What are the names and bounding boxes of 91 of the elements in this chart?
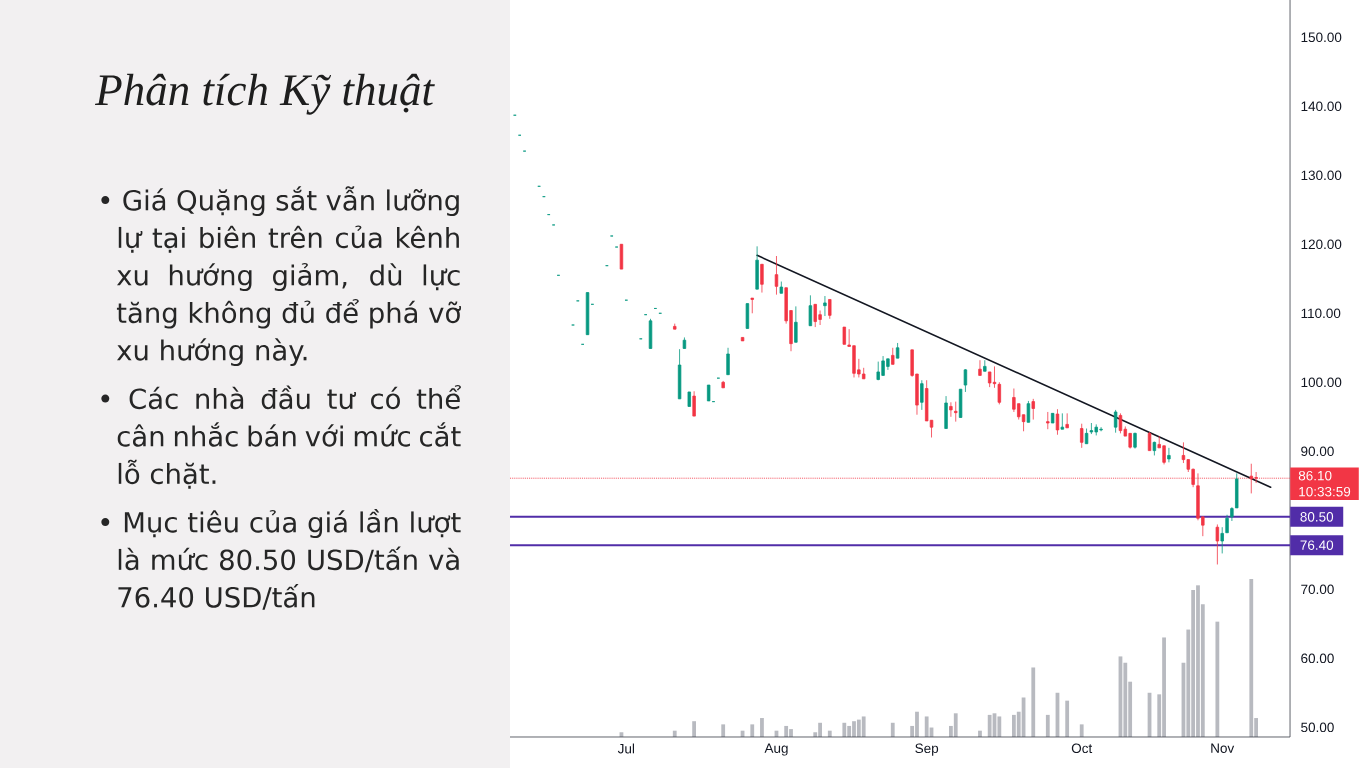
- candlestick: [1113, 409, 1118, 434]
- candlestick: [750, 297, 754, 314]
- x-tick-label: Aug: [764, 743, 788, 756]
- candlestick: [823, 295, 827, 317]
- candlestick: [949, 401, 953, 418]
- bar: [1215, 621, 1220, 737]
- candlestick: [1031, 398, 1035, 420]
- y-tick-label: 150.00: [1301, 32, 1342, 43]
- candlestick: [1080, 423, 1084, 449]
- y-tick-label: 100.00: [1301, 377, 1342, 388]
- bar: [1065, 700, 1070, 737]
- candlestick: [963, 368, 968, 393]
- bar: [692, 721, 697, 737]
- candlestick: [978, 359, 982, 376]
- candlestick: [745, 303, 750, 329]
- x-tick-label: Nov: [1211, 743, 1235, 753]
- bar: [842, 722, 847, 737]
- bar: [997, 716, 1002, 737]
- candlestick: [760, 263, 764, 293]
- candlestick: [1084, 428, 1089, 445]
- candlestick: [920, 379, 924, 411]
- candlestick: [891, 347, 895, 365]
- text: 10:33:59: [1299, 486, 1351, 497]
- candlestick: [779, 281, 784, 294]
- x-tick-label: Oct: [1071, 743, 1093, 754]
- y-tick-label: 70.00: [1301, 584, 1334, 595]
- candlestick: [682, 337, 687, 349]
- candlestick: [1065, 412, 1069, 429]
- bar: [924, 716, 929, 737]
- candlestick: [619, 243, 624, 270]
- candlestick: [842, 326, 847, 345]
- y-tick-label: 50.00: [1301, 722, 1334, 733]
- candlestick: [1167, 447, 1171, 463]
- candlestick: [677, 348, 682, 400]
- candlestick: [828, 299, 832, 320]
- candlestick: [755, 245, 759, 290]
- bar: [1079, 724, 1084, 737]
- text: • Giá Quặng sắt vẫn lưỡng lự tại biên trên của kênh xu hướng giảm, dù lực tăng không đủ để phá vỡ xu hướng này.: [101, 186, 462, 367]
- text: • Mục tiêu của giá lần lượt là mức 80.50 USD/tấn và 76.40 USD/tấn: [101, 509, 461, 610]
- candlestick: [1026, 400, 1031, 423]
- candlestick: [1220, 526, 1224, 554]
- candlestick: [1050, 412, 1055, 424]
- candlestick: [1055, 408, 1060, 436]
- candlestick: [992, 366, 997, 389]
- x-tick-label: Jul: [617, 743, 635, 754]
- bar: [1031, 667, 1036, 737]
- bar: [750, 724, 755, 737]
- candlestick: [721, 380, 725, 389]
- candlestick: [944, 395, 948, 429]
- candlestick: [1060, 412, 1065, 430]
- bar: [861, 716, 866, 737]
- bar: [1045, 714, 1050, 737]
- text: Phân tích Kỹ thuật: [94, 73, 435, 115]
- bar: [760, 718, 764, 737]
- y-tick-label: 120.00: [1301, 239, 1342, 250]
- candlestick: [1089, 422, 1094, 435]
- candlestick: [687, 391, 691, 407]
- y-tick-label: 60.00: [1301, 653, 1334, 664]
- candlestick: [706, 384, 711, 402]
- candlestick: [1215, 524, 1220, 565]
- candlestick: [1046, 411, 1050, 430]
- candlestick: [740, 337, 745, 342]
- candlestick: [794, 305, 798, 343]
- candlestick: [673, 323, 677, 330]
- x-tick-label: Sep: [915, 743, 939, 756]
- bar: [987, 714, 992, 737]
- candlestick: [983, 359, 987, 372]
- bar: [784, 725, 789, 737]
- bar: [1249, 579, 1254, 737]
- text: • Các nhà đầu tư có thể cân nhắc bán với mức cắt lỗ chặt.: [101, 385, 461, 489]
- bar: [953, 713, 958, 737]
- ref-line-label: 76.40: [1300, 540, 1334, 550]
- ref-line-label: 80.50: [1300, 512, 1334, 522]
- candlestick: [958, 388, 963, 418]
- candlestick: [997, 381, 1002, 405]
- y-tick-label: 130.00: [1301, 170, 1342, 181]
- candlestick: [954, 401, 958, 423]
- candlestick: [808, 294, 813, 327]
- candlestick: [1133, 432, 1137, 449]
- y-tick-label: 90.00: [1301, 446, 1334, 457]
- candlestick: [774, 255, 779, 296]
- y-tick-label: 140.00: [1301, 101, 1342, 112]
- bar: [721, 724, 726, 737]
- candlestick: [1152, 441, 1157, 456]
- candlestick: [726, 347, 730, 376]
- candlestick: [1225, 514, 1229, 534]
- y-tick-label: 110.00: [1301, 308, 1341, 319]
- candlestick: [895, 342, 900, 359]
- ref-line-label: 86.10: [1298, 470, 1332, 481]
- bar: [890, 722, 895, 737]
- candlestick: [692, 390, 696, 417]
